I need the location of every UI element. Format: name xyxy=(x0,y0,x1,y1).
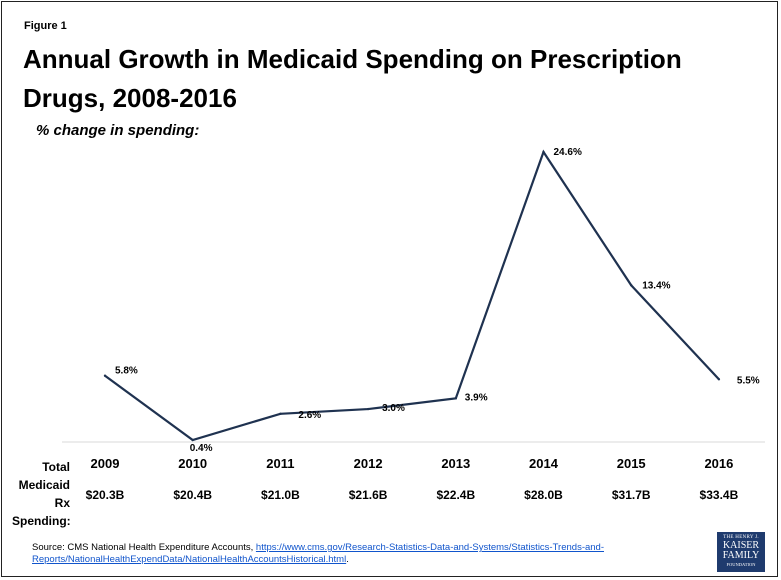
spending-value: $33.4B xyxy=(700,488,739,502)
row-header-line: Rx xyxy=(54,496,70,510)
spending-value: $31.7B xyxy=(612,488,651,502)
spending-value: $20.4B xyxy=(173,488,212,502)
spending-value: $20.3B xyxy=(86,488,125,502)
chart-title: Annual Growth in Medicaid Spending on Pr… xyxy=(23,44,682,113)
logo-line: KAISER xyxy=(722,540,760,551)
data-point xyxy=(542,150,545,154)
row-header-line: Medicaid xyxy=(18,478,70,492)
source-suffix: . xyxy=(346,554,349,565)
data-label: 2.6% xyxy=(298,410,321,421)
spending-value: $21.6B xyxy=(349,488,388,502)
data-label: 24.6% xyxy=(554,147,582,158)
spending-value: $21.0B xyxy=(261,488,300,502)
logo-line: FAMILY xyxy=(722,550,760,561)
source-prefix: Source: CMS National Health Expenditure … xyxy=(32,542,256,553)
x-tick-label: 2013 xyxy=(441,456,470,471)
row-header-line: Total xyxy=(42,460,70,474)
spending-row-header: Total Medicaid Rx Spending: xyxy=(12,458,71,530)
x-tick-label: 2015 xyxy=(617,456,646,471)
chart-subtitle: % change in spending: xyxy=(36,122,200,139)
data-label: 5.5% xyxy=(737,375,760,386)
x-tick-label: 2011 xyxy=(266,456,294,471)
logo-line: THE HENRY J. xyxy=(723,535,759,540)
x-tick-label: 2014 xyxy=(529,456,559,471)
data-label: 13.4% xyxy=(642,280,670,291)
data-point xyxy=(366,407,370,411)
data-label: 3.0% xyxy=(382,403,405,414)
data-point xyxy=(717,378,721,381)
spending-value: $28.0B xyxy=(524,488,563,502)
kff-logo: THE HENRY J. KAISER FAMILY FOUNDATION xyxy=(717,532,765,572)
row-header-line: Spending: xyxy=(12,514,71,528)
x-tick-label: 2012 xyxy=(354,456,383,471)
data-point xyxy=(103,374,107,377)
logo-line: FOUNDATION xyxy=(726,562,756,567)
data-point xyxy=(191,438,194,442)
x-tick-label: 2016 xyxy=(704,456,733,471)
data-label: 3.9% xyxy=(465,392,488,403)
source-note: Source: CMS National Health Expenditure … xyxy=(32,542,712,566)
x-tick-label: 2010 xyxy=(178,456,207,471)
data-point xyxy=(279,412,282,416)
series-line xyxy=(104,149,720,442)
figure-label: Figure 1 xyxy=(24,20,67,32)
data-label: 5.8% xyxy=(115,366,138,377)
x-tick-label: 2009 xyxy=(91,456,120,471)
source-link[interactable]: https://www.cms.gov/Research-Statistics-… xyxy=(32,542,604,565)
data-point xyxy=(630,284,633,287)
data-label: 0.4% xyxy=(190,443,213,454)
data-point xyxy=(454,397,457,400)
spending-value: $22.4B xyxy=(436,488,475,502)
